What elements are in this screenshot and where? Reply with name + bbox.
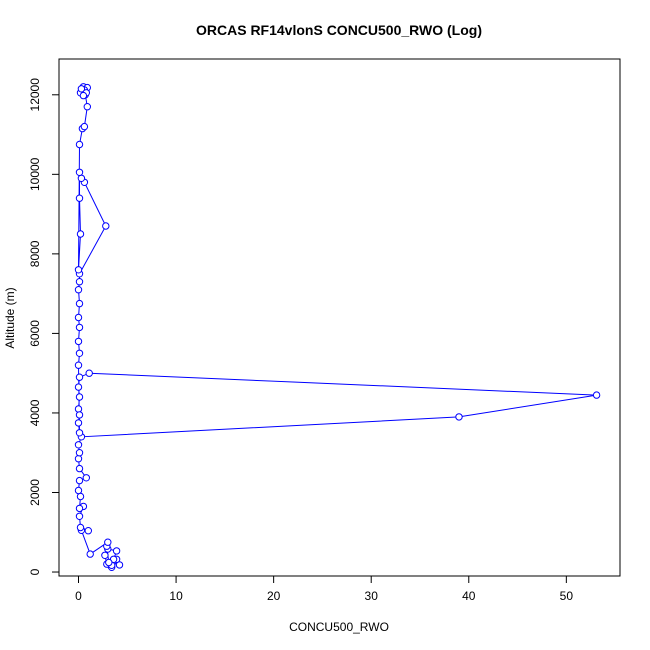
data-point [105, 558, 113, 567]
data-point [75, 168, 84, 177]
y-tick-label: 6000 [28, 320, 42, 347]
data-point [74, 337, 83, 346]
data-point [75, 449, 84, 457]
data-point [75, 504, 84, 513]
y-tick-label: 2000 [28, 479, 42, 506]
data-point [74, 441, 83, 449]
y-tick-label: 0 [28, 568, 42, 575]
x-tick-label: 20 [267, 589, 281, 603]
data-point [75, 393, 84, 401]
data-point [112, 547, 121, 555]
chart-title: ORCAS RF14vlonS CONCU500_RWO (Log) [196, 22, 482, 38]
data-point [84, 527, 93, 535]
y-tick-label: 4000 [28, 399, 42, 426]
data-point [85, 369, 93, 377]
data-point [75, 512, 84, 520]
y-tick-label: 10000 [28, 157, 42, 191]
data-point [74, 266, 83, 274]
data-point [75, 429, 84, 437]
data-point [83, 103, 92, 111]
y-tick-label: 12000 [28, 78, 42, 112]
y-axis-label: Altitude (m) [3, 287, 17, 348]
data-point [77, 85, 86, 93]
y-tick-label: 8000 [28, 240, 42, 267]
data-point [74, 286, 83, 294]
data-point [75, 411, 84, 419]
data-point [75, 349, 84, 357]
x-tick-label: 50 [560, 589, 574, 603]
plot-area [74, 83, 601, 571]
x-tick-label: 10 [169, 589, 183, 603]
data-point [74, 405, 83, 413]
data-point [77, 174, 86, 183]
data-point [74, 455, 83, 463]
x-axis: 0 10 20 30 40 50 [75, 575, 574, 603]
data-point [80, 122, 89, 131]
data-point [75, 476, 84, 485]
data-point [75, 323, 84, 332]
data-point [76, 230, 85, 238]
x-tick-label: 30 [365, 589, 379, 603]
series-line [77, 86, 597, 568]
data-point [75, 140, 84, 149]
data-point [101, 551, 109, 559]
data-point [74, 313, 83, 322]
data-point [79, 91, 88, 100]
x-tick-label: 0 [75, 589, 82, 603]
data-point [74, 383, 83, 391]
x-axis-label: CONCU500_RWO [289, 620, 389, 634]
data-point [82, 474, 91, 482]
data-point [115, 561, 124, 569]
data-point [74, 486, 83, 495]
x-tick-label: 40 [462, 589, 476, 603]
data-point [75, 464, 84, 473]
data-point [75, 299, 84, 308]
data-point [86, 550, 94, 558]
data-point [75, 278, 84, 286]
data-point [76, 523, 85, 532]
data-point [102, 222, 110, 230]
data-point [76, 492, 85, 501]
data-point [75, 194, 84, 202]
data-point [455, 413, 463, 421]
data-point [592, 391, 601, 399]
data-point [104, 538, 112, 546]
data-point [75, 373, 84, 381]
y-axis: 0 2000 4000 6000 8000 10000 12000 [28, 78, 60, 575]
data-point [74, 419, 83, 427]
data-point [74, 361, 83, 369]
plot-frame [58, 58, 621, 577]
